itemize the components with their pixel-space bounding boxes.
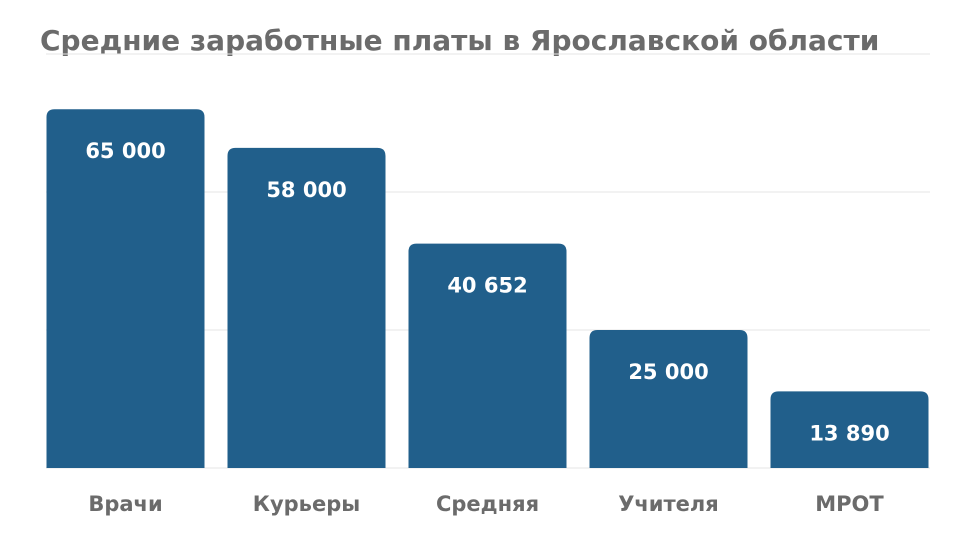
x-tick-label: Врачи [88, 492, 162, 516]
bar [408, 243, 567, 468]
value-label: 25 000 [628, 360, 708, 384]
value-label: 13 890 [809, 421, 889, 445]
chart-title: Средние заработные платы в Ярославской о… [40, 24, 879, 57]
value-label: 65 000 [85, 139, 165, 163]
value-label: 58 000 [266, 178, 346, 202]
bar [46, 109, 205, 468]
bar [589, 330, 748, 468]
bar [227, 147, 386, 468]
x-tick-label: Учителя [618, 492, 719, 516]
x-tick-label: Курьеры [253, 492, 360, 516]
x-tick-label: МРОТ [815, 492, 884, 516]
bar [770, 391, 929, 468]
x-tick-label: Средняя [436, 492, 539, 516]
value-label: 40 652 [447, 274, 527, 298]
